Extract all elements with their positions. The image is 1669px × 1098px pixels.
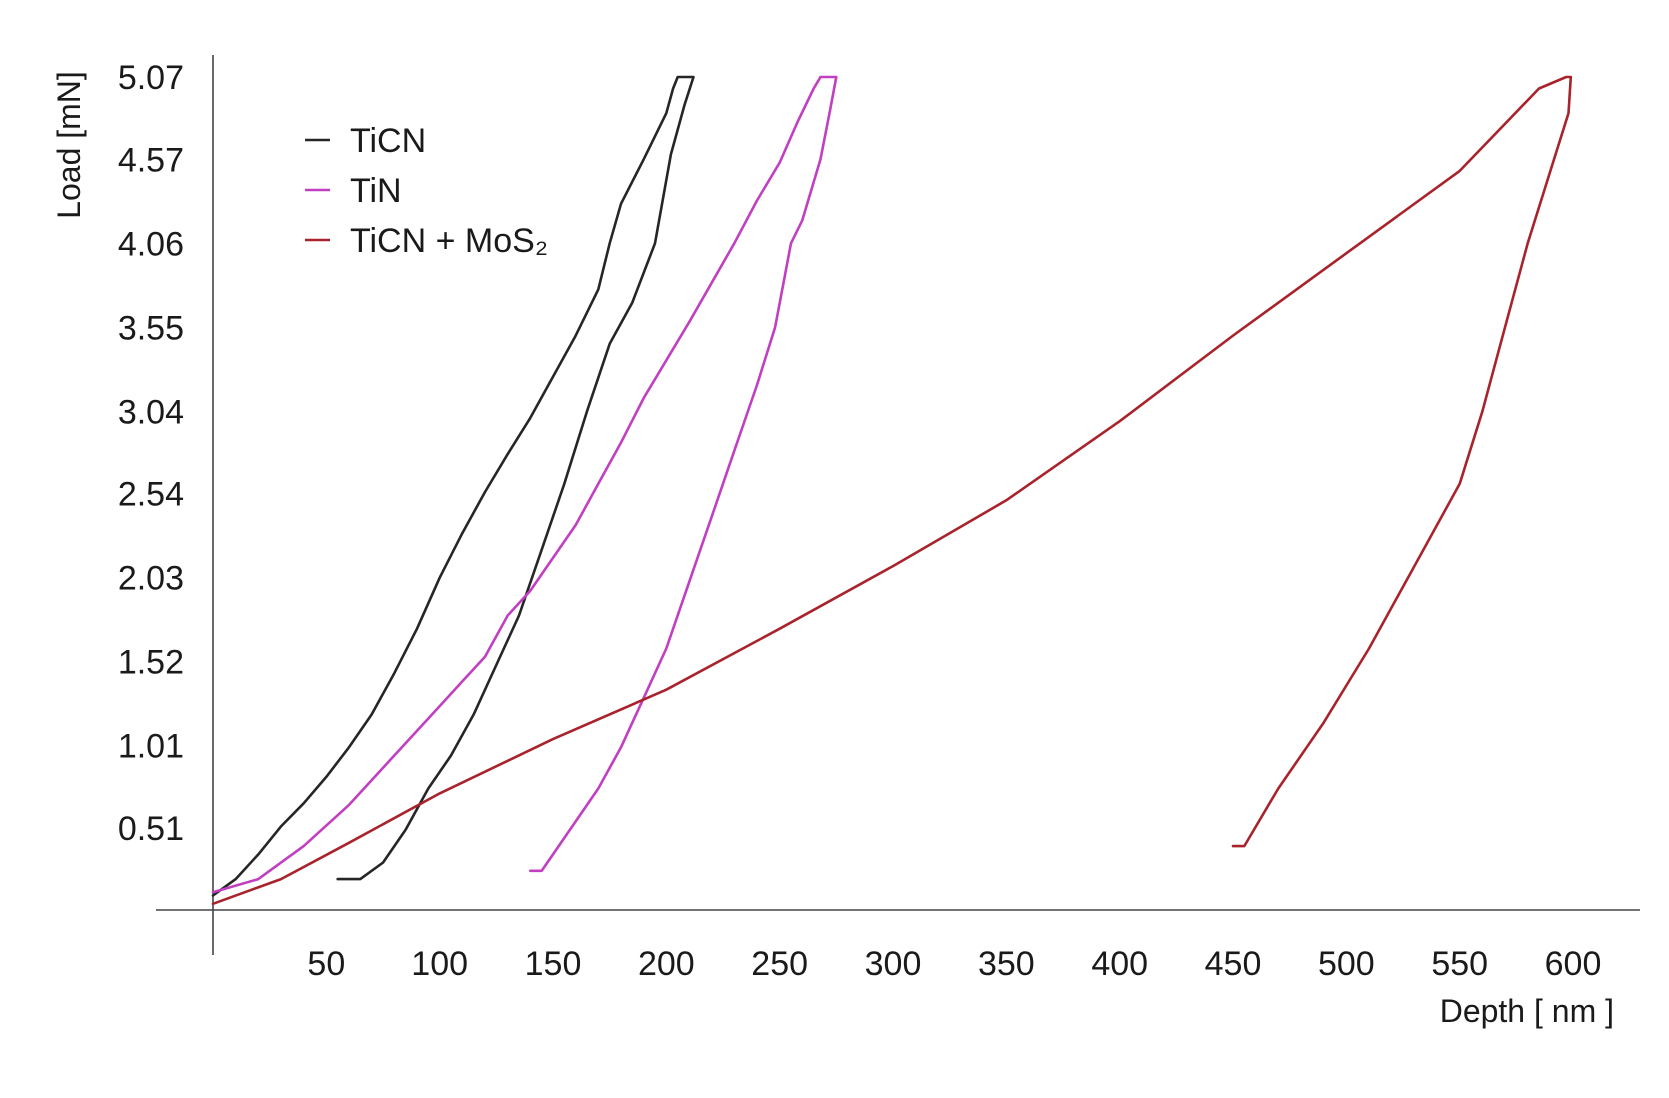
- y-tick-label: 0.51: [118, 810, 184, 848]
- x-tick-label: 150: [525, 945, 582, 983]
- legend-label: TiCN: [350, 122, 426, 160]
- y-tick-label: 2.54: [118, 476, 184, 514]
- curve-ticn: [211, 75, 695, 897]
- axes: [156, 55, 1640, 955]
- x-tick-labels: 50 100 150 200 250 300 350 400 450 500 550 600: [307, 945, 1601, 983]
- x-tick-label: 200: [638, 945, 695, 983]
- x-axis-title: Depth [ nm ]: [1440, 993, 1614, 1029]
- y-tick-label: 5.07: [118, 59, 184, 97]
- x-tick-label: 50: [307, 945, 345, 983]
- x-tick-label: 600: [1545, 945, 1602, 983]
- x-tick-label: 450: [1205, 945, 1262, 983]
- curve-tin: [211, 75, 838, 894]
- y-axis-title: Load [mN]: [51, 71, 87, 219]
- x-tick-label: 250: [751, 945, 808, 983]
- x-tick-label: 400: [1091, 945, 1148, 983]
- y-tick-label: 3.04: [118, 393, 184, 431]
- x-tick-label: 100: [411, 945, 468, 983]
- y-tick-label: 2.03: [118, 560, 184, 598]
- y-tick-label: 3.55: [118, 309, 184, 347]
- x-tick-label: 350: [978, 945, 1035, 983]
- x-tick-label: 500: [1318, 945, 1375, 983]
- y-tick-label: 1.01: [118, 728, 184, 766]
- x-tick-label: 550: [1431, 945, 1488, 983]
- y-tick-label: 4.57: [118, 141, 184, 179]
- y-tick-label: 4.06: [118, 225, 184, 263]
- curve-ticn-mos: [211, 75, 1573, 906]
- legend-label: TiN: [350, 172, 402, 210]
- legend-label: TiCN + MoS₂: [350, 222, 548, 260]
- y-tick-label: 1.52: [118, 644, 184, 682]
- x-tick-label: 300: [865, 945, 922, 983]
- y-tick-labels: 0.51 1.01 1.52 2.03 2.54 3.04 3.55 4.06 4.57 5.07: [118, 59, 184, 848]
- curves: [211, 75, 1573, 906]
- legend: TiCN TiN TiCN + MoS₂: [305, 122, 548, 260]
